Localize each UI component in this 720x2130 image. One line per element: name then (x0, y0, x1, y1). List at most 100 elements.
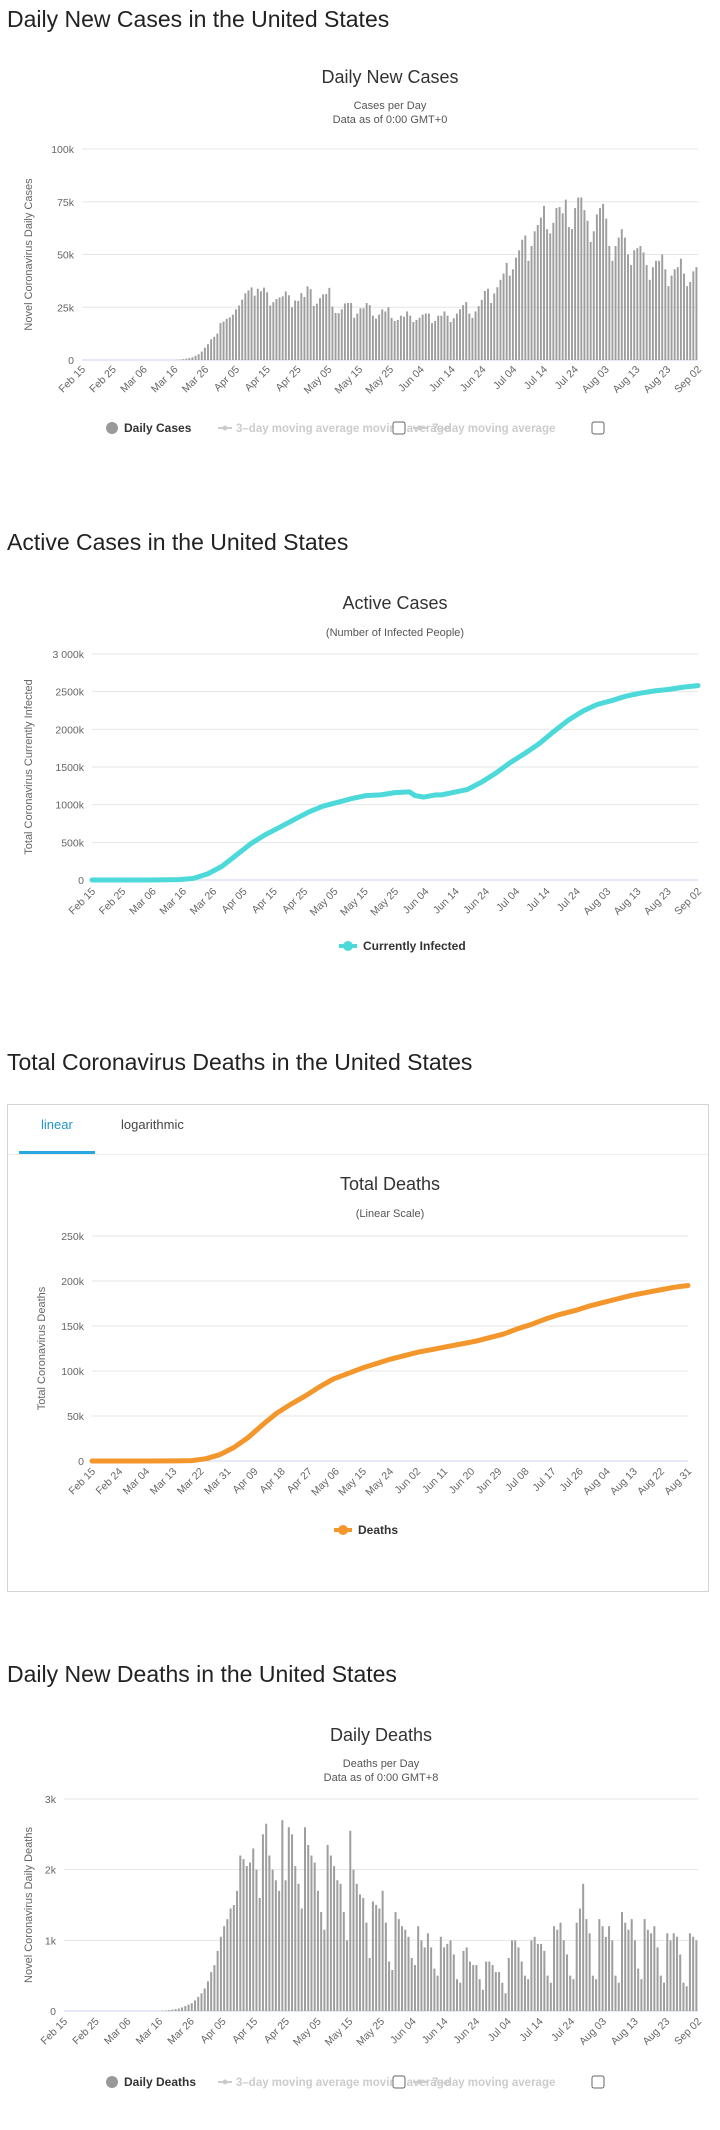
bar (223, 322, 225, 360)
x-tick-label: Jun 11 (420, 1466, 450, 1496)
tab-bar-divider (8, 1154, 708, 1155)
bar (440, 1937, 442, 2011)
bar (359, 308, 361, 360)
daily-cases-section-title: Daily New Cases in the United States (7, 6, 389, 33)
bar (213, 1965, 215, 2011)
bar (527, 1979, 529, 2011)
bar (424, 1947, 426, 2011)
bar (278, 1891, 280, 2011)
x-tick-label: Jul 14 (517, 2016, 545, 2044)
x-tick-label: Apr 15 (230, 2016, 260, 2046)
bar (382, 1891, 384, 2011)
bar (210, 339, 212, 360)
x-tick-label: Aug 13 (608, 1466, 640, 1498)
bar (288, 1827, 290, 2011)
bar (615, 1976, 617, 2011)
bar (484, 291, 486, 360)
bar (443, 311, 445, 360)
x-tick-label: Jul 14 (524, 886, 552, 914)
bar (664, 269, 666, 360)
bar (300, 293, 302, 360)
x-tick-label: May 05 (308, 886, 341, 919)
bar (652, 267, 654, 360)
bar (310, 289, 312, 360)
bar (550, 1983, 552, 2011)
bar (590, 242, 592, 360)
x-tick-label: Mar 22 (175, 1466, 207, 1498)
bar (637, 1969, 639, 2011)
bar (644, 1919, 646, 2011)
bar (608, 1926, 610, 2011)
bar (411, 1958, 413, 2011)
x-tick-label: Apr 05 (219, 886, 249, 916)
x-tick-label: Mar 26 (165, 2016, 197, 2048)
bar (647, 1930, 649, 2011)
bar (674, 269, 676, 360)
bar (433, 1969, 435, 2011)
bar (515, 258, 517, 360)
bar (618, 238, 620, 360)
x-tick-label: Jul 17 (530, 1466, 558, 1494)
bar (349, 1831, 351, 2011)
x-tick-label: Jul 04 (486, 2016, 514, 2044)
bar (204, 348, 206, 360)
tab-logarithmic[interactable]: logarithmic (121, 1117, 184, 1132)
bar (197, 1997, 199, 2011)
x-tick-label: Sep 02 (672, 886, 704, 918)
x-tick-label: Jul 24 (553, 364, 581, 392)
bar (534, 231, 536, 360)
x-tick-label: Aug 23 (641, 364, 673, 396)
x-tick-label: May 25 (368, 886, 401, 919)
bar (521, 240, 523, 360)
bar (596, 214, 598, 360)
bar (574, 208, 576, 360)
bar (387, 307, 389, 360)
legend-checkbox (393, 2076, 405, 2088)
chart-title: Daily New Cases (321, 67, 458, 87)
bar (553, 1926, 555, 2011)
bar (509, 276, 511, 360)
bar (453, 1954, 455, 2011)
bar (537, 225, 539, 360)
bar (336, 1880, 338, 2011)
chart-subtitle: Cases per Day (354, 100, 427, 112)
bar (316, 304, 318, 360)
active-cases-chart: Active Cases(Number of Infected People)0… (0, 580, 720, 990)
bar (566, 1954, 568, 2011)
x-tick-label: Aug 23 (642, 886, 674, 918)
x-tick-label: Apr 15 (243, 364, 273, 394)
x-tick-label: Apr 09 (230, 1466, 260, 1496)
bar (207, 344, 209, 360)
bar (537, 1944, 539, 2011)
bar (266, 292, 268, 360)
bar (194, 2000, 196, 2011)
bar (185, 359, 187, 360)
bar (552, 223, 554, 360)
x-tick-label: Mar 26 (180, 364, 212, 396)
bar (689, 1933, 691, 2011)
bar (217, 1951, 219, 2011)
bar (643, 252, 645, 360)
bar (492, 1965, 494, 2011)
tab-linear[interactable]: linear (41, 1117, 73, 1132)
bar (453, 318, 455, 360)
bar (559, 207, 561, 360)
x-tick-label: Apr 05 (212, 364, 242, 394)
bar (403, 317, 405, 360)
bar (549, 233, 551, 360)
bar (608, 246, 610, 360)
y-tick-label: 100k (51, 144, 75, 156)
bar (226, 1919, 228, 2011)
y-tick-label: 0 (50, 2006, 56, 2018)
x-tick-label: Mar 06 (127, 886, 159, 918)
x-tick-label: May 15 (332, 364, 365, 397)
bar (605, 219, 607, 360)
bar (479, 1979, 481, 2011)
y-tick-label: 1500k (55, 762, 84, 774)
legend-label: 7–day moving average (432, 423, 555, 435)
legend-marker (343, 941, 353, 951)
bar (419, 318, 421, 360)
bar (562, 213, 564, 360)
bar (639, 246, 641, 360)
